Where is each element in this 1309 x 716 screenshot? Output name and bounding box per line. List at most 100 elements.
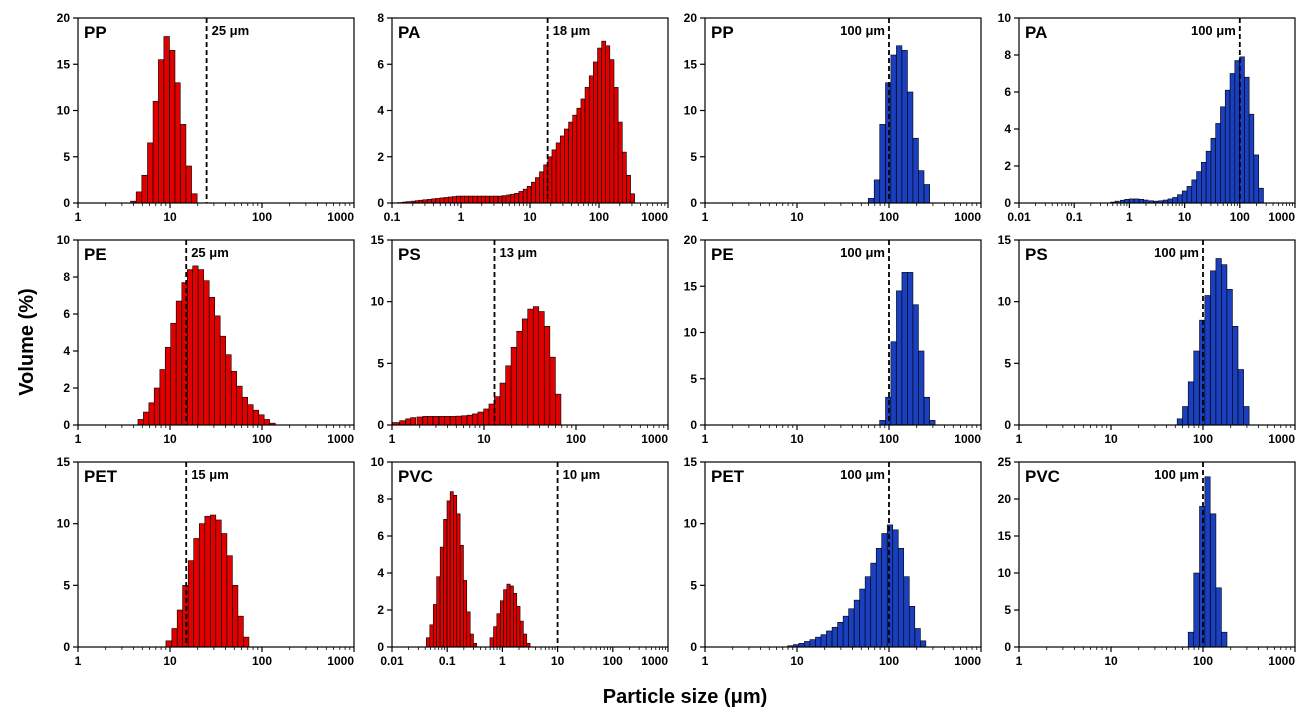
bar [555, 393, 562, 426]
plot-frame [391, 239, 669, 426]
bar [609, 59, 615, 204]
bar [1128, 198, 1135, 204]
bar [174, 82, 181, 204]
bar [232, 585, 239, 648]
y-tick-label: 15 [684, 57, 698, 71]
bar [204, 515, 211, 648]
y-tick-label: 8 [1004, 48, 1011, 62]
y-tick-label: 5 [63, 150, 70, 164]
bar [483, 408, 490, 426]
bar [1210, 513, 1217, 648]
bar [510, 346, 517, 426]
bar [626, 174, 631, 204]
bar [503, 589, 508, 648]
bar [230, 371, 238, 426]
x-tick-label: 1000 [1268, 432, 1295, 446]
plot-frame [77, 239, 355, 426]
bar [456, 513, 461, 648]
bar [226, 555, 233, 648]
y-tick-label: 0 [1004, 196, 1011, 210]
y-tick-label: 5 [690, 150, 697, 164]
bar [521, 318, 529, 426]
bar [1133, 198, 1140, 204]
bar [472, 195, 478, 204]
bar [135, 191, 143, 204]
x-tick-label: 10 [1104, 654, 1118, 668]
bar [890, 54, 897, 204]
bar [180, 124, 187, 204]
bar [193, 538, 200, 648]
bar [621, 151, 627, 204]
bar [597, 47, 602, 204]
bar [456, 195, 461, 204]
bar [859, 588, 866, 648]
bar [1187, 381, 1195, 426]
plot-frame [704, 239, 982, 426]
bar [613, 87, 619, 204]
chart-panel-pvc-blue: 0 5 10 15 20 25 1 10 100 1000 100 μm PVC [998, 455, 1296, 668]
y-tick-label: 0 [690, 418, 697, 432]
bar [484, 195, 490, 204]
bar [171, 628, 178, 648]
bar [879, 420, 886, 426]
bar [514, 192, 519, 204]
x-tick-label: 0.1 [384, 210, 401, 224]
bar [489, 637, 494, 648]
y-tick-label: 8 [377, 11, 384, 25]
bar [187, 560, 195, 648]
bar [897, 548, 905, 648]
x-tick-label: 100 [879, 432, 899, 446]
bar [399, 420, 406, 426]
bar [158, 59, 165, 204]
bar [831, 626, 838, 648]
bar [466, 611, 471, 648]
y-tick-label: 10 [998, 295, 1012, 309]
y-tick-label: 5 [63, 578, 70, 592]
bar [914, 628, 921, 648]
bar [881, 533, 888, 648]
cutoff-label: 25 μm [191, 245, 229, 260]
y-tick-label: 2 [377, 150, 384, 164]
x-tick-label: 0.01 [1007, 210, 1031, 224]
bar [137, 419, 144, 426]
bar [464, 195, 470, 204]
bar [1210, 137, 1216, 204]
bar [463, 580, 468, 648]
bar [920, 640, 927, 648]
bar [185, 165, 192, 204]
x-tick-label: 10 [1178, 210, 1192, 224]
panel-label: PE [711, 245, 734, 264]
bar [901, 272, 908, 426]
x-tick-label: 1 [702, 210, 709, 224]
bar [169, 50, 176, 204]
bar [1258, 187, 1264, 204]
bar [439, 416, 446, 426]
bar [513, 593, 518, 648]
bar [837, 622, 844, 648]
bar [886, 524, 894, 648]
x-tick-label: 100 [252, 432, 272, 446]
bar [221, 533, 228, 648]
bar [225, 354, 232, 426]
bar [1191, 179, 1197, 204]
bar [896, 45, 903, 204]
bar [533, 306, 540, 426]
x-tick-label: 1000 [327, 432, 354, 446]
bar [1193, 572, 1200, 648]
panel-label: PET [84, 467, 118, 486]
bar [455, 415, 462, 426]
bar [912, 304, 919, 426]
bar [498, 195, 503, 204]
bar [426, 637, 431, 648]
bar [929, 420, 936, 426]
bar [448, 196, 453, 204]
bar [452, 196, 457, 204]
bar [907, 91, 914, 204]
y-tick-label: 10 [998, 566, 1012, 580]
y-tick-label: 10 [684, 104, 698, 118]
y-tick-label: 10 [684, 517, 698, 531]
bar [519, 620, 524, 648]
y-tick-label: 0 [63, 418, 70, 432]
